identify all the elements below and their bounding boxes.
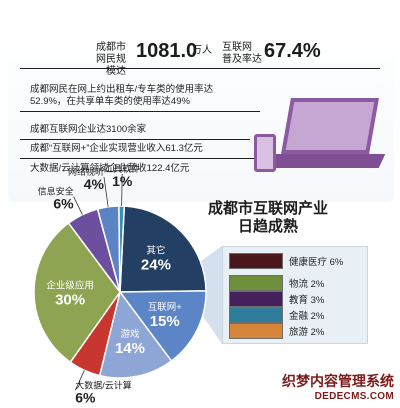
- fact-taxi-line2: 52.9%，在共享单车类的使用率达49%: [30, 96, 190, 107]
- netizen-value: 1081.0: [136, 40, 198, 62]
- chart-title: 成都市互联网产业 日趋成熟: [188, 200, 348, 236]
- pie-slice-enterprise: [33, 222, 121, 364]
- pie-value-network-video: 4%: [84, 176, 105, 192]
- stats-divider: [20, 68, 380, 69]
- pie-value-tools: 1%: [112, 173, 133, 189]
- penetration-value: 67.4%: [264, 40, 321, 62]
- penetration-label-line1: 互联网: [222, 42, 252, 53]
- legend-swatch-health: [229, 253, 283, 269]
- watermark-line1: 织梦内容管理系统: [282, 373, 394, 389]
- legend-row-health: 健康医疗 6%: [229, 253, 343, 269]
- pie-label-internet-plus: 互联网+: [148, 302, 183, 313]
- chart-title-line1: 成都市互联网产业: [207, 200, 328, 217]
- devices-illustration: [228, 98, 398, 208]
- legend-swatch-logistics: [229, 275, 283, 291]
- phone-icon: [254, 134, 276, 172]
- watermark-line2: DEDECMS.COM: [314, 391, 394, 402]
- pie-leader-bigdata: [74, 370, 85, 391]
- legend-label-logistics: 物流 2%: [289, 279, 325, 290]
- legend-row-education: 教育 3%: [229, 291, 324, 307]
- pie-label-other: 其它: [146, 244, 165, 256]
- watermark: 织梦内容管理系统 DEDECMS.COM: [282, 371, 394, 402]
- legend-row-travel: 旅游 2%: [229, 323, 324, 339]
- pie-label-bigdata: 大数据/云计算: [75, 379, 132, 390]
- pie-slice-internet-plus: [118, 290, 207, 362]
- fact-internet-plus-revenue: 成都“互联网+”企业实现营业收入61.3亿元: [30, 143, 203, 154]
- pie-slice-game: [98, 290, 173, 379]
- pie-value-other: 24%: [141, 256, 171, 273]
- legend-label-finance: 金融 2%: [289, 311, 325, 322]
- breakdown-legend: 健康医疗 6% 物流 2% 教育 3% 金融 2% 旅游 2%: [222, 246, 368, 344]
- pie-leader-tools: [121, 174, 123, 207]
- fact-divider-1: [20, 111, 260, 112]
- pie-label-info-security: 信息安全: [38, 186, 74, 197]
- pie-label-game: 游戏: [120, 328, 140, 340]
- breakdown-connector: [200, 246, 222, 344]
- pie-leader-network-video: [103, 177, 109, 207]
- pie-slice-other: [119, 205, 207, 293]
- netizen-label-line2: 网民规模达: [96, 54, 126, 77]
- penetration-label: 互联网 普及率达: [222, 42, 262, 66]
- pie-label-network-video: 网络视听: [68, 166, 104, 177]
- pie-value-game: 14%: [115, 340, 145, 357]
- pie-label-tools: 工具软件: [104, 163, 140, 174]
- legend-swatch-travel: [229, 323, 283, 339]
- fact-taxi-line1: 成都网民在网上约出租车/专车类的使用率达: [30, 84, 214, 95]
- pie-value-info-security: 6%: [53, 196, 74, 212]
- legend-row-finance: 金融 2%: [229, 307, 324, 323]
- penetration-label-line2: 普及率达: [222, 54, 262, 65]
- netizen-label: 成都市 网民规模达: [92, 42, 126, 78]
- legend-swatch-education: [229, 291, 283, 307]
- fact-divider-2: [20, 139, 250, 140]
- pie-value-internet-plus: 15%: [150, 313, 180, 330]
- fact-bigdata-revenue: 大数据/云计算领域企业营收122.4亿元: [30, 163, 190, 174]
- netizen-label-line1: 成都市: [96, 42, 126, 53]
- chart-title-line2: 日趋成熟: [237, 218, 298, 235]
- legend-swatch-finance: [229, 307, 283, 323]
- pie-value-enterprise: 30%: [55, 292, 85, 309]
- fact-companies: 成都互联网企业达3100余家: [30, 124, 147, 135]
- legend-row-logistics: 物流 2%: [229, 275, 324, 291]
- legend-label-education: 教育 3%: [289, 295, 325, 306]
- legend-label-travel: 旅游 2%: [289, 327, 325, 338]
- pie-label-enterprise: 企业级应用: [46, 280, 94, 292]
- legend-label-health: 健康医疗 6%: [289, 257, 344, 268]
- netizen-unit: 万人: [192, 45, 212, 56]
- fact-divider-3: [20, 158, 268, 159]
- pie-value-bigdata: 6%: [75, 389, 96, 405]
- pie-leader-info-security: [73, 196, 83, 215]
